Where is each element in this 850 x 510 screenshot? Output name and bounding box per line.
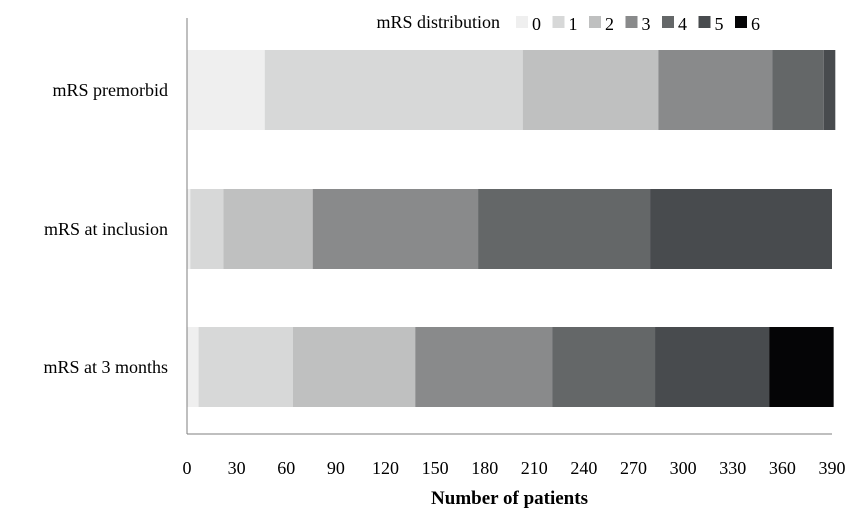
legend-label-4: 4 [678, 14, 687, 34]
bar-segment-2-mrs-4 [478, 189, 651, 269]
category-label: mRS premorbid [53, 80, 169, 100]
x-tick-label: 150 [422, 458, 449, 478]
legend-label-0: 0 [532, 14, 541, 34]
legend-title: mRS distribution [376, 12, 500, 32]
x-tick-label: 240 [570, 458, 597, 478]
bar-segment-1-mrs-5 [823, 50, 836, 130]
legend-label-2: 2 [605, 14, 614, 34]
bars [187, 50, 836, 407]
bar-segment-3-mrs-4 [552, 327, 656, 407]
bar-segment-3-mrs-2 [292, 327, 416, 407]
legend-swatch-5 [698, 16, 711, 28]
x-tick-label: 90 [327, 458, 345, 478]
x-tick-label: 60 [277, 458, 295, 478]
bar-segment-3-mrs-6 [769, 327, 834, 407]
x-tick-label: 120 [372, 458, 399, 478]
x-tick-label: 300 [670, 458, 697, 478]
bar-segment-1-mrs-1 [264, 50, 523, 130]
category-label: mRS at 3 months [43, 357, 168, 377]
x-tick-label: 30 [228, 458, 246, 478]
legend-swatch-0 [516, 16, 528, 28]
bar-segment-1-mrs-0 [187, 50, 265, 130]
legend-label-6: 6 [751, 14, 760, 34]
bar-segment-2-mrs-5 [650, 189, 832, 269]
bar-segment-1-mrs-2 [522, 50, 659, 130]
bar-segment-3-mrs-1 [198, 327, 293, 407]
x-tick-label: 270 [620, 458, 647, 478]
bar-segment-3-mrs-0 [187, 327, 199, 407]
bar-segment-2-mrs-1 [190, 189, 224, 269]
bar-segment-2-mrs-3 [312, 189, 479, 269]
legend-label-1: 1 [569, 14, 578, 34]
x-tick-label: 210 [521, 458, 548, 478]
x-tick-label: 330 [719, 458, 746, 478]
legend-swatch-3 [625, 16, 638, 28]
bar-segment-1-mrs-4 [772, 50, 824, 130]
bar-segment-2-mrs-2 [223, 189, 313, 269]
x-tick-label: 390 [819, 458, 846, 478]
legend-swatch-2 [589, 16, 601, 28]
bar-segment-2-mrs-0 [187, 189, 191, 269]
x-tick-label: 0 [183, 458, 192, 478]
bar-segment-1-mrs-3 [658, 50, 773, 130]
x-tick-label: 360 [769, 458, 796, 478]
legend-label-5: 5 [715, 14, 724, 34]
x-tick-label: 180 [471, 458, 498, 478]
bar-segment-3-mrs-5 [655, 327, 770, 407]
legend-swatch-6 [735, 16, 747, 28]
x-axis-title: Number of patients [431, 488, 588, 509]
x-axis-ticks: 0 30 60 90 120 150 180 210 240 270 300 330 360 390 [183, 458, 846, 478]
legend-swatch-4 [662, 16, 674, 28]
legend-label-3: 3 [642, 14, 651, 34]
legend-swatch-1 [552, 16, 565, 28]
category-label: mRS at inclusion [44, 219, 168, 239]
bar-segment-3-mrs-3 [415, 327, 553, 407]
legend: mRS distribution 0 1 2 3 4 5 6 [376, 12, 760, 34]
category-labels: mRS premorbid mRS at inclusion mRS at 3 mo… [43, 80, 168, 377]
